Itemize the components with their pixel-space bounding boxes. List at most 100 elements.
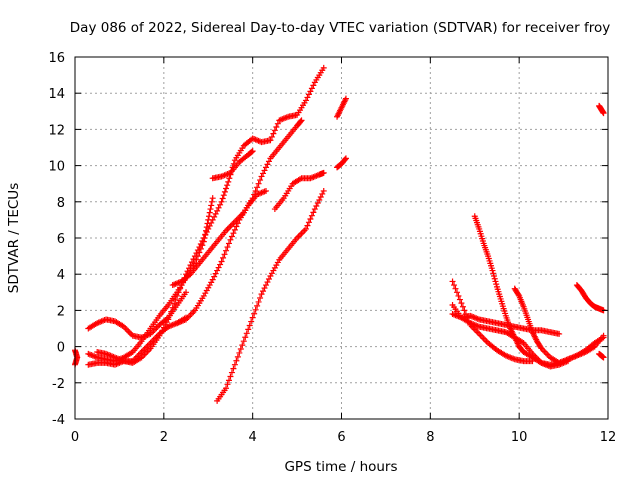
data-point: [270, 267, 277, 274]
data-point: [194, 247, 201, 254]
x-tick-label: 2: [160, 430, 168, 445]
series-arc-14: [449, 301, 607, 368]
data-point: [489, 267, 496, 274]
data-point: [220, 254, 227, 261]
data-point: [556, 330, 563, 337]
data-point: [268, 133, 275, 140]
data-point: [305, 91, 312, 98]
series-arc-9: [271, 169, 327, 213]
data-point: [242, 334, 249, 341]
data-point: [461, 307, 468, 314]
data-point: [458, 300, 465, 307]
x-tick-label: 4: [249, 430, 257, 445]
series-arc-2: [85, 195, 216, 365]
series-arc-6: [174, 187, 269, 327]
data-point: [205, 213, 212, 220]
data-point: [252, 306, 259, 313]
data-point: [600, 110, 607, 117]
data-point: [224, 381, 231, 388]
data-point: [267, 137, 274, 144]
data-point: [227, 373, 234, 380]
y-tick-label: -2: [52, 377, 65, 392]
data-point: [255, 180, 262, 187]
data-point: [262, 282, 269, 289]
y-tick-label: 16: [48, 51, 65, 66]
data-point: [177, 285, 184, 292]
data-point: [274, 259, 281, 266]
data-point: [317, 193, 324, 200]
data-point: [169, 304, 176, 311]
data-point: [271, 127, 278, 134]
data-point: [455, 292, 462, 299]
data-point: [316, 196, 323, 203]
data-point: [220, 192, 227, 199]
data-point: [225, 377, 232, 384]
data-point: [268, 270, 275, 277]
data-point: [202, 290, 209, 297]
data-point: [320, 64, 327, 71]
data-point: [200, 235, 207, 241]
data-point: [249, 148, 256, 155]
data-point: [490, 273, 497, 280]
data-point: [262, 164, 269, 171]
data-point: [249, 314, 256, 321]
data-point: [197, 241, 204, 248]
data-point: [171, 300, 178, 307]
data-point: [233, 223, 240, 230]
x-tick-label: 0: [71, 430, 79, 445]
x-tick-label: 12: [600, 430, 617, 445]
data-point: [230, 365, 237, 372]
data-point: [231, 226, 238, 233]
data-point: [223, 385, 230, 392]
data-point: [258, 291, 265, 298]
data-point: [221, 188, 228, 195]
y-tick-label: 8: [57, 196, 65, 211]
series-arc-16: [471, 213, 572, 370]
data-point: [203, 228, 210, 235]
series-arc-8: [214, 187, 327, 404]
y-axis-label: SDTVAR / TECUs: [6, 183, 22, 293]
data-point: [453, 289, 460, 296]
x-axis-label: GPS time / hours: [284, 459, 397, 475]
data-point: [260, 170, 267, 177]
data-point: [230, 230, 237, 237]
data-point: [459, 303, 466, 310]
data-point: [234, 220, 241, 227]
data-point: [206, 222, 213, 229]
series-arc-19: [596, 102, 607, 117]
data-point: [298, 117, 305, 124]
series-arc-17: [511, 285, 607, 366]
data-point: [239, 342, 246, 349]
data-point: [255, 298, 262, 305]
data-point: [257, 295, 264, 302]
data-point: [342, 155, 349, 162]
series-arc-7: [209, 148, 256, 182]
data-point: [251, 310, 258, 317]
data-point: [320, 187, 327, 194]
data-point: [451, 282, 458, 289]
data-point: [203, 287, 210, 294]
data-point: [314, 200, 321, 207]
y-tick-label: 14: [48, 87, 65, 102]
data-point: [224, 244, 231, 251]
data-point: [172, 296, 179, 303]
data-point: [208, 198, 215, 205]
data-point: [240, 338, 247, 345]
data-point: [217, 201, 224, 208]
data-point: [311, 206, 318, 213]
data-point: [310, 82, 317, 89]
data-point: [224, 182, 231, 189]
y-tick-label: 6: [57, 232, 65, 247]
data-point: [207, 206, 214, 213]
data-point: [165, 316, 172, 323]
data-point: [261, 167, 268, 174]
data-point: [493, 281, 500, 288]
data-point: [206, 209, 213, 216]
data-point: [254, 302, 261, 309]
data-point: [261, 285, 268, 292]
data-point: [265, 276, 272, 283]
data-point: [271, 264, 278, 271]
data-point: [258, 173, 265, 180]
data-point: [297, 118, 304, 125]
data-point: [215, 204, 222, 211]
